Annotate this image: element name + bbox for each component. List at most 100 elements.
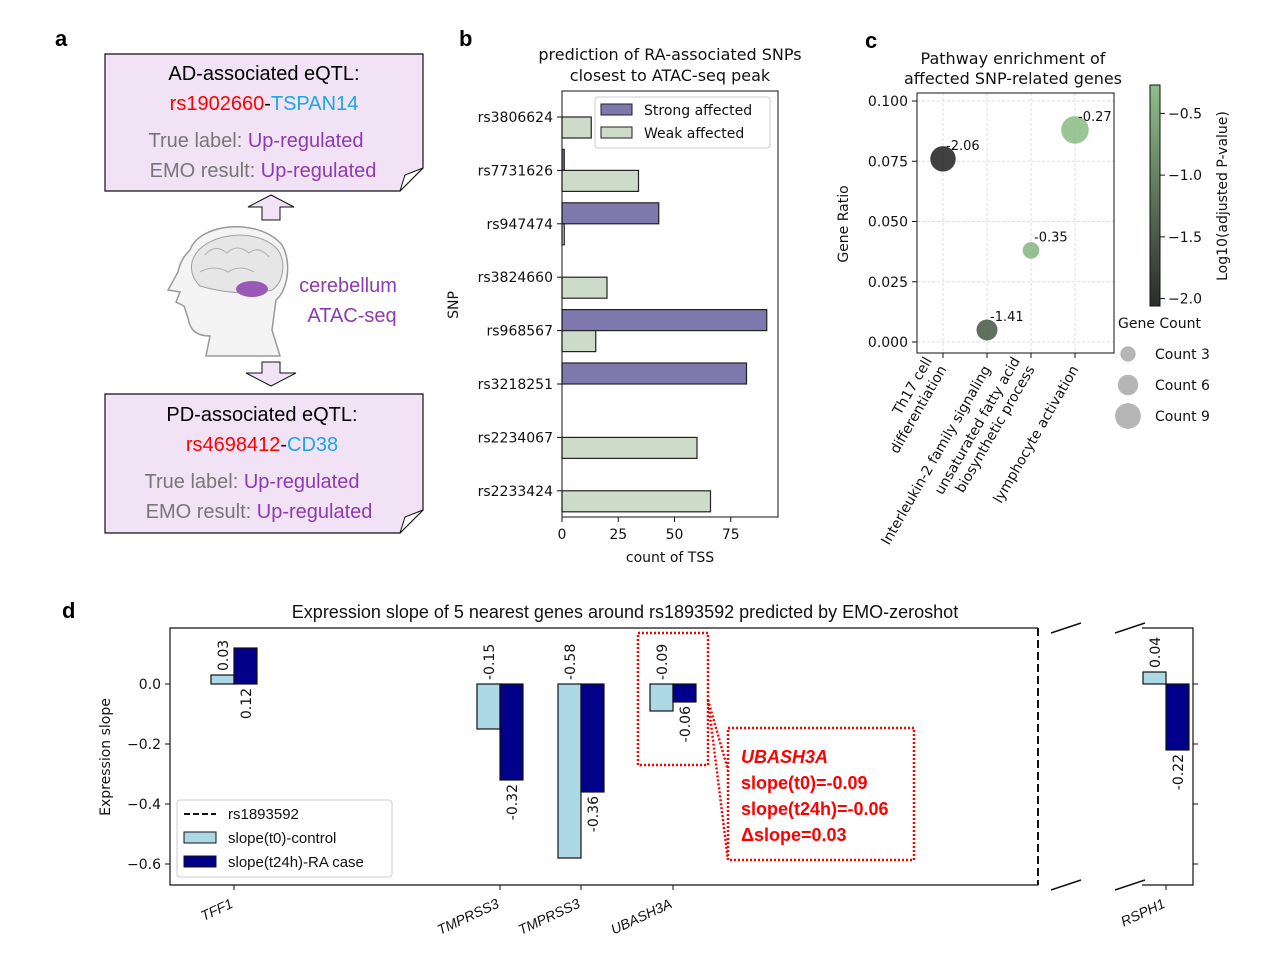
panel-letter-b: b <box>459 26 472 51</box>
y-tick-label: rs2234067 <box>478 430 553 446</box>
bar-control <box>1142 671 1167 685</box>
legend-label: slope(t24h)-RA case <box>228 854 364 871</box>
box2-title: PD-associated eQTL: <box>166 404 357 426</box>
axis-break-mark <box>1114 622 1146 634</box>
colorbar-tick-label: −0.5 <box>1168 106 1202 122</box>
annotation-line: slope(t0)=-0.09 <box>741 773 868 793</box>
bar-value-label: 0.04 <box>1148 637 1164 668</box>
point-label: -2.06 <box>946 139 980 154</box>
box2-snp-gene: rs4698412-CD38 <box>186 434 338 456</box>
box1-emo-result: EMO result: Up-regulated <box>150 160 377 182</box>
chart-b-title: prediction of RA-associated SNPs <box>538 45 801 64</box>
colorbar-tick-label: −1.0 <box>1168 168 1202 184</box>
annotation-line: slope(t24h)=-0.06 <box>741 799 889 819</box>
x-axis-label: count of TSS <box>626 550 714 566</box>
box1-snp-gene: rs1902660-TSPAN14 <box>170 93 359 115</box>
bar-ra-case <box>499 683 524 781</box>
panel-letter-a: a <box>55 26 68 51</box>
colorbar-tick-label: −2.0 <box>1168 292 1202 308</box>
cerebellum-highlight <box>236 281 268 297</box>
bar-control <box>210 674 235 685</box>
colorbar-label: Log10(adjusted P-value) <box>1215 111 1231 281</box>
box2-emo-result: EMO result: Up-regulated <box>146 501 373 523</box>
annotation-gene: UBASH3A <box>741 747 828 767</box>
panel-letter-d: d <box>62 598 75 623</box>
box2-true-label: True label: Up-regulated <box>145 471 360 493</box>
bar-value-label: -0.09 <box>655 644 671 680</box>
x-tick-label: 25 <box>609 527 627 543</box>
x-tick-label: UBASH3A <box>608 895 674 937</box>
bar-value-label: -0.32 <box>505 784 521 820</box>
y-tick-label: rs3806624 <box>478 110 553 126</box>
chart-c-title: affected SNP-related genes <box>904 69 1122 88</box>
x-tick-label: TFF1 <box>198 895 235 924</box>
bar-control <box>649 683 674 712</box>
y-tick-label: 0.0 <box>139 677 161 693</box>
bar-weak <box>561 169 640 192</box>
legend-swatch <box>600 126 633 139</box>
bar-strong <box>561 309 768 332</box>
panel-a: AD-associated eQTL: rs1902660-TSPAN14 Tr… <box>104 53 424 534</box>
bar-ra-case <box>1165 683 1190 751</box>
axis-break-mark <box>1050 622 1082 634</box>
legend-swatch <box>183 831 217 844</box>
size-legend-title: Gene Count <box>1118 316 1201 332</box>
chart-b-title: closest to ATAC-seq peak <box>570 66 771 85</box>
legend-swatch <box>600 103 633 116</box>
connector-line <box>706 699 730 771</box>
size-legend-label: Count 6 <box>1155 378 1210 394</box>
y-axis-label: Expression slope <box>98 698 114 816</box>
bar-ra-case <box>672 683 697 703</box>
legend-swatch <box>183 855 217 868</box>
legend-label: Weak affected <box>644 126 744 142</box>
point-label: -1.41 <box>990 310 1024 325</box>
y-tick-label: 0.075 <box>868 154 908 170</box>
point-label: -0.35 <box>1034 230 1068 245</box>
annotation-box <box>726 726 916 862</box>
axes-frame <box>916 92 1115 354</box>
bar-control <box>557 683 582 859</box>
x-tick-label: 50 <box>666 527 684 543</box>
y-tick-label: −0.2 <box>127 737 161 753</box>
bar-weak <box>561 276 608 299</box>
legend-label: rs1893592 <box>228 806 299 823</box>
size-legend-label: Count 9 <box>1155 409 1210 425</box>
panel-letter-c: c <box>865 28 877 53</box>
legend-box <box>594 96 771 149</box>
box1-title: AD-associated eQTL: <box>168 63 359 85</box>
y-tick-label: rs968567 <box>487 324 554 340</box>
data-point <box>1061 116 1089 144</box>
data-point <box>1022 242 1040 259</box>
bar-strong <box>561 202 660 225</box>
x-tick-label: 75 <box>722 527 740 543</box>
bar-ra-case <box>233 647 258 685</box>
box1-true-label: True label: Up-regulated <box>149 130 364 152</box>
highlight-box <box>636 631 710 767</box>
x-tick-label: 0 <box>558 527 567 543</box>
connector-line <box>706 699 730 861</box>
y-axis-label: Gene Ratio <box>836 185 852 262</box>
axes-frame <box>561 90 779 518</box>
size-legend-label: Count 3 <box>1155 347 1210 363</box>
bar-value-label: 0.12 <box>239 688 255 719</box>
data-point <box>976 319 998 341</box>
bar-weak <box>561 330 597 353</box>
chart-c-title: Pathway enrichment of <box>921 49 1106 68</box>
bar-value-label: -0.06 <box>678 706 694 742</box>
y-tick-label: rs947474 <box>487 217 554 233</box>
legend-box <box>176 799 393 878</box>
colorbar-tick-label: −1.5 <box>1168 230 1202 246</box>
bar-value-label: 0.03 <box>216 640 232 671</box>
y-tick-label: −0.4 <box>127 797 161 813</box>
region-label-2: ATAC-seq <box>307 305 396 327</box>
y-tick-label: rs2233424 <box>478 484 553 500</box>
legend-label: Strong affected <box>644 103 752 119</box>
y-tick-label: rs3218251 <box>478 377 553 393</box>
bar-weak <box>561 116 592 139</box>
y-axis-label: SNP <box>446 291 462 319</box>
point-label: -0.27 <box>1078 110 1112 125</box>
region-label-1: cerebellum <box>299 275 397 297</box>
annotation-line: Δslope=0.03 <box>741 825 847 845</box>
